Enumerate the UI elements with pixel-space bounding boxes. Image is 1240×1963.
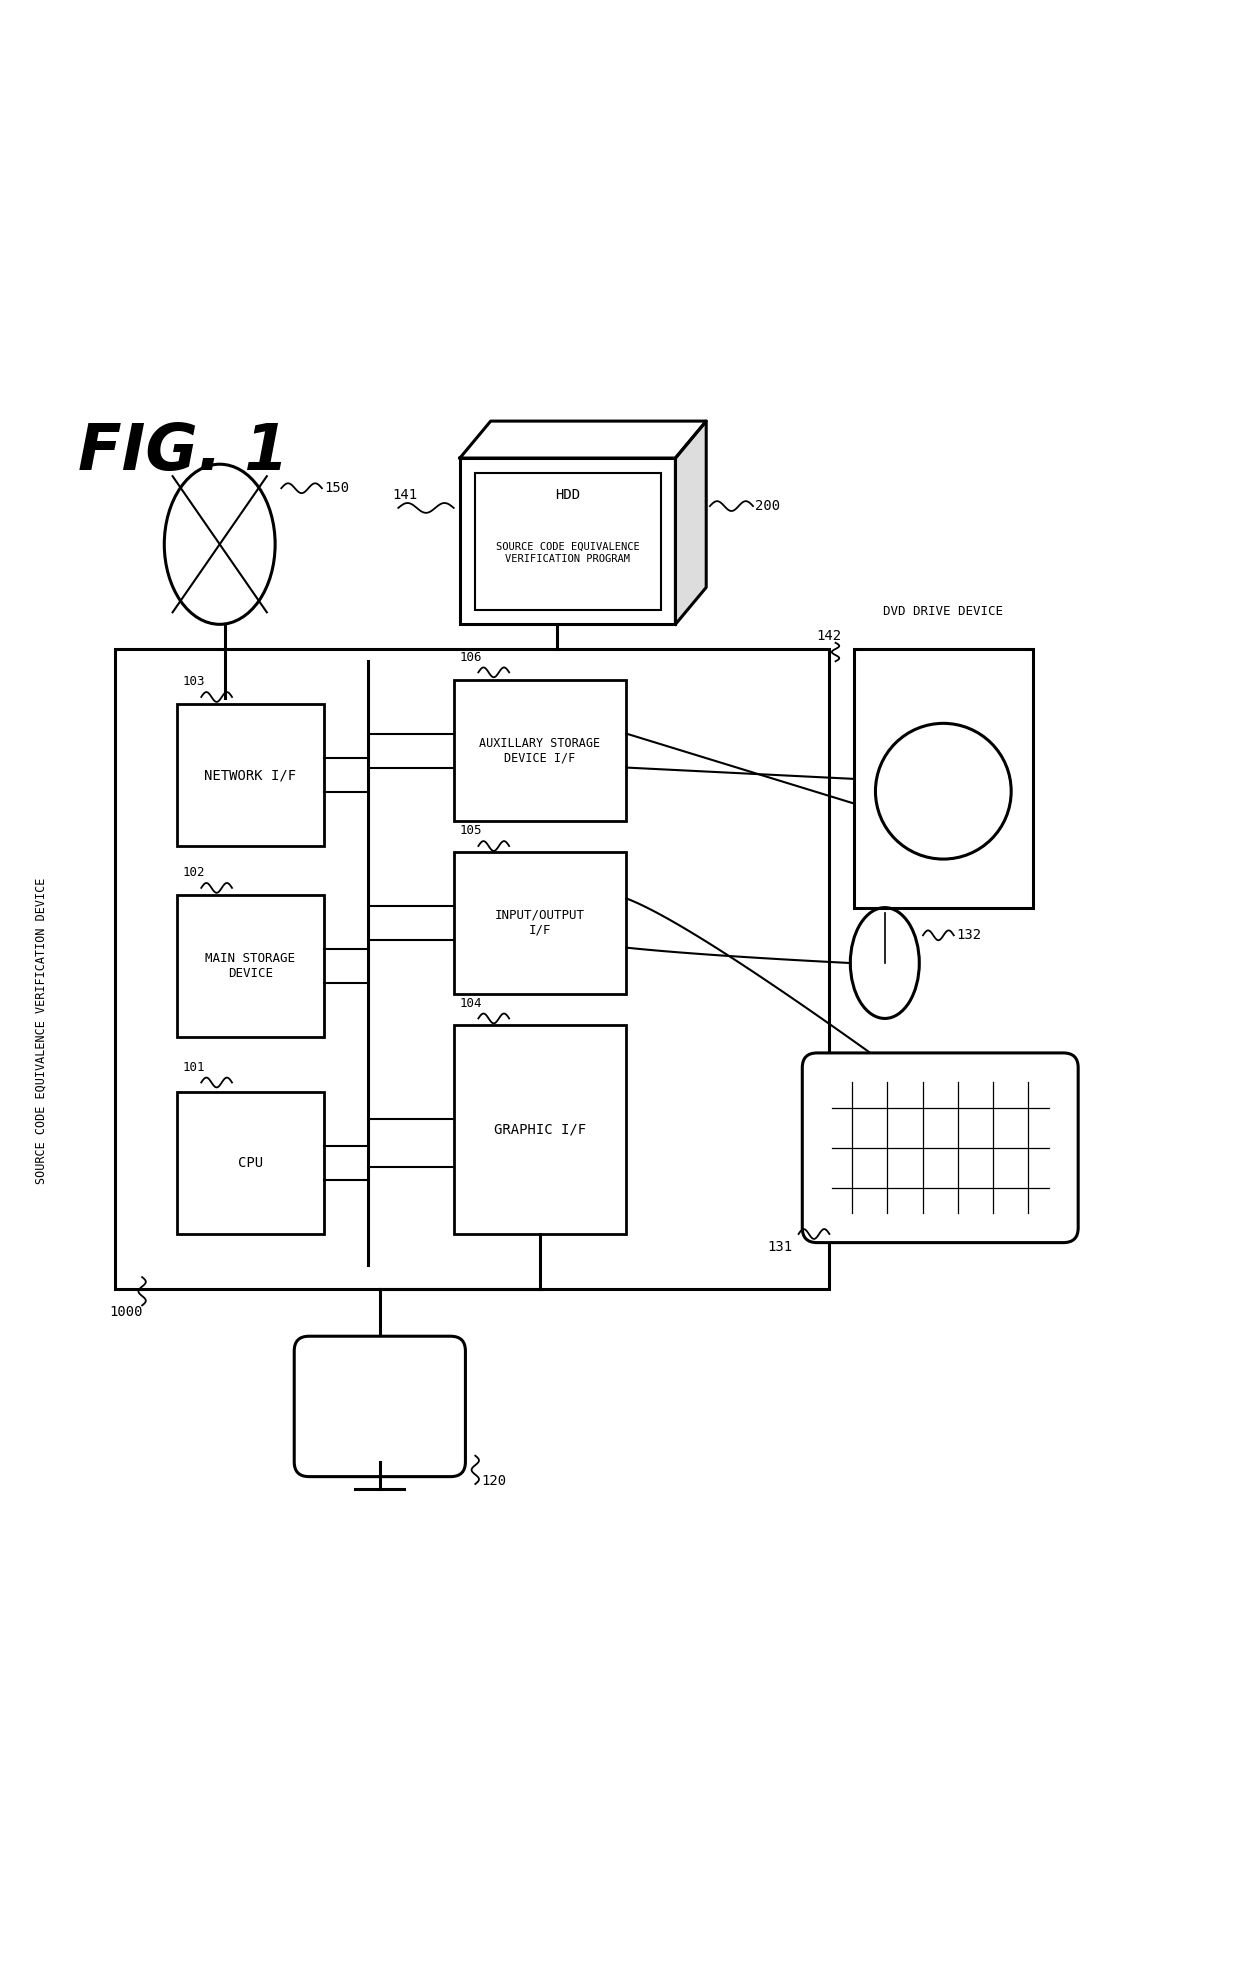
Text: 141: 141 [392, 487, 418, 503]
Polygon shape [460, 422, 707, 457]
Bar [115, 650, 830, 1290]
Bar [176, 895, 325, 1036]
Text: 101: 101 [182, 1060, 206, 1074]
Bar [176, 705, 325, 846]
Text: 104: 104 [460, 997, 482, 1009]
Text: 142: 142 [817, 628, 842, 642]
Text: MAIN STORAGE
DEVICE: MAIN STORAGE DEVICE [206, 952, 295, 980]
Bar [176, 1091, 325, 1235]
Text: 103: 103 [182, 675, 206, 689]
Text: HDD: HDD [556, 487, 580, 503]
Text: 150: 150 [325, 481, 350, 495]
Bar [854, 650, 1033, 907]
FancyBboxPatch shape [802, 1052, 1078, 1243]
Text: 102: 102 [182, 866, 206, 879]
Text: AUXILLARY STORAGE
DEVICE I/F: AUXILLARY STORAGE DEVICE I/F [480, 736, 600, 764]
Bar [454, 1025, 626, 1235]
Text: 131: 131 [768, 1241, 792, 1254]
Text: 132: 132 [956, 928, 981, 942]
Text: CPU: CPU [238, 1156, 263, 1170]
Bar [454, 852, 626, 993]
Text: 200: 200 [755, 499, 781, 512]
Text: 105: 105 [460, 824, 482, 838]
Text: 120: 120 [481, 1474, 507, 1488]
FancyBboxPatch shape [294, 1337, 465, 1476]
Bar [460, 457, 676, 624]
Text: DVD DRIVE DEVICE: DVD DRIVE DEVICE [883, 605, 1003, 618]
Text: NETWORK I/F: NETWORK I/F [205, 768, 296, 781]
Text: SOURCE CODE EQUIVALENCE VERIFICATION DEVICE: SOURCE CODE EQUIVALENCE VERIFICATION DEV… [35, 877, 47, 1184]
Text: SOURCE CODE EQUIVALENCE
VERIFICATION PROGRAM: SOURCE CODE EQUIVALENCE VERIFICATION PRO… [496, 542, 640, 563]
Text: FIG. 1: FIG. 1 [78, 420, 289, 483]
Bar [454, 679, 626, 821]
Text: INPUT/OUTPUT
I/F: INPUT/OUTPUT I/F [495, 909, 585, 936]
Polygon shape [676, 422, 707, 624]
Text: 106: 106 [460, 650, 482, 663]
Text: 1000: 1000 [109, 1305, 143, 1319]
Text: GRAPHIC I/F: GRAPHIC I/F [494, 1123, 587, 1137]
Bar [475, 473, 661, 610]
